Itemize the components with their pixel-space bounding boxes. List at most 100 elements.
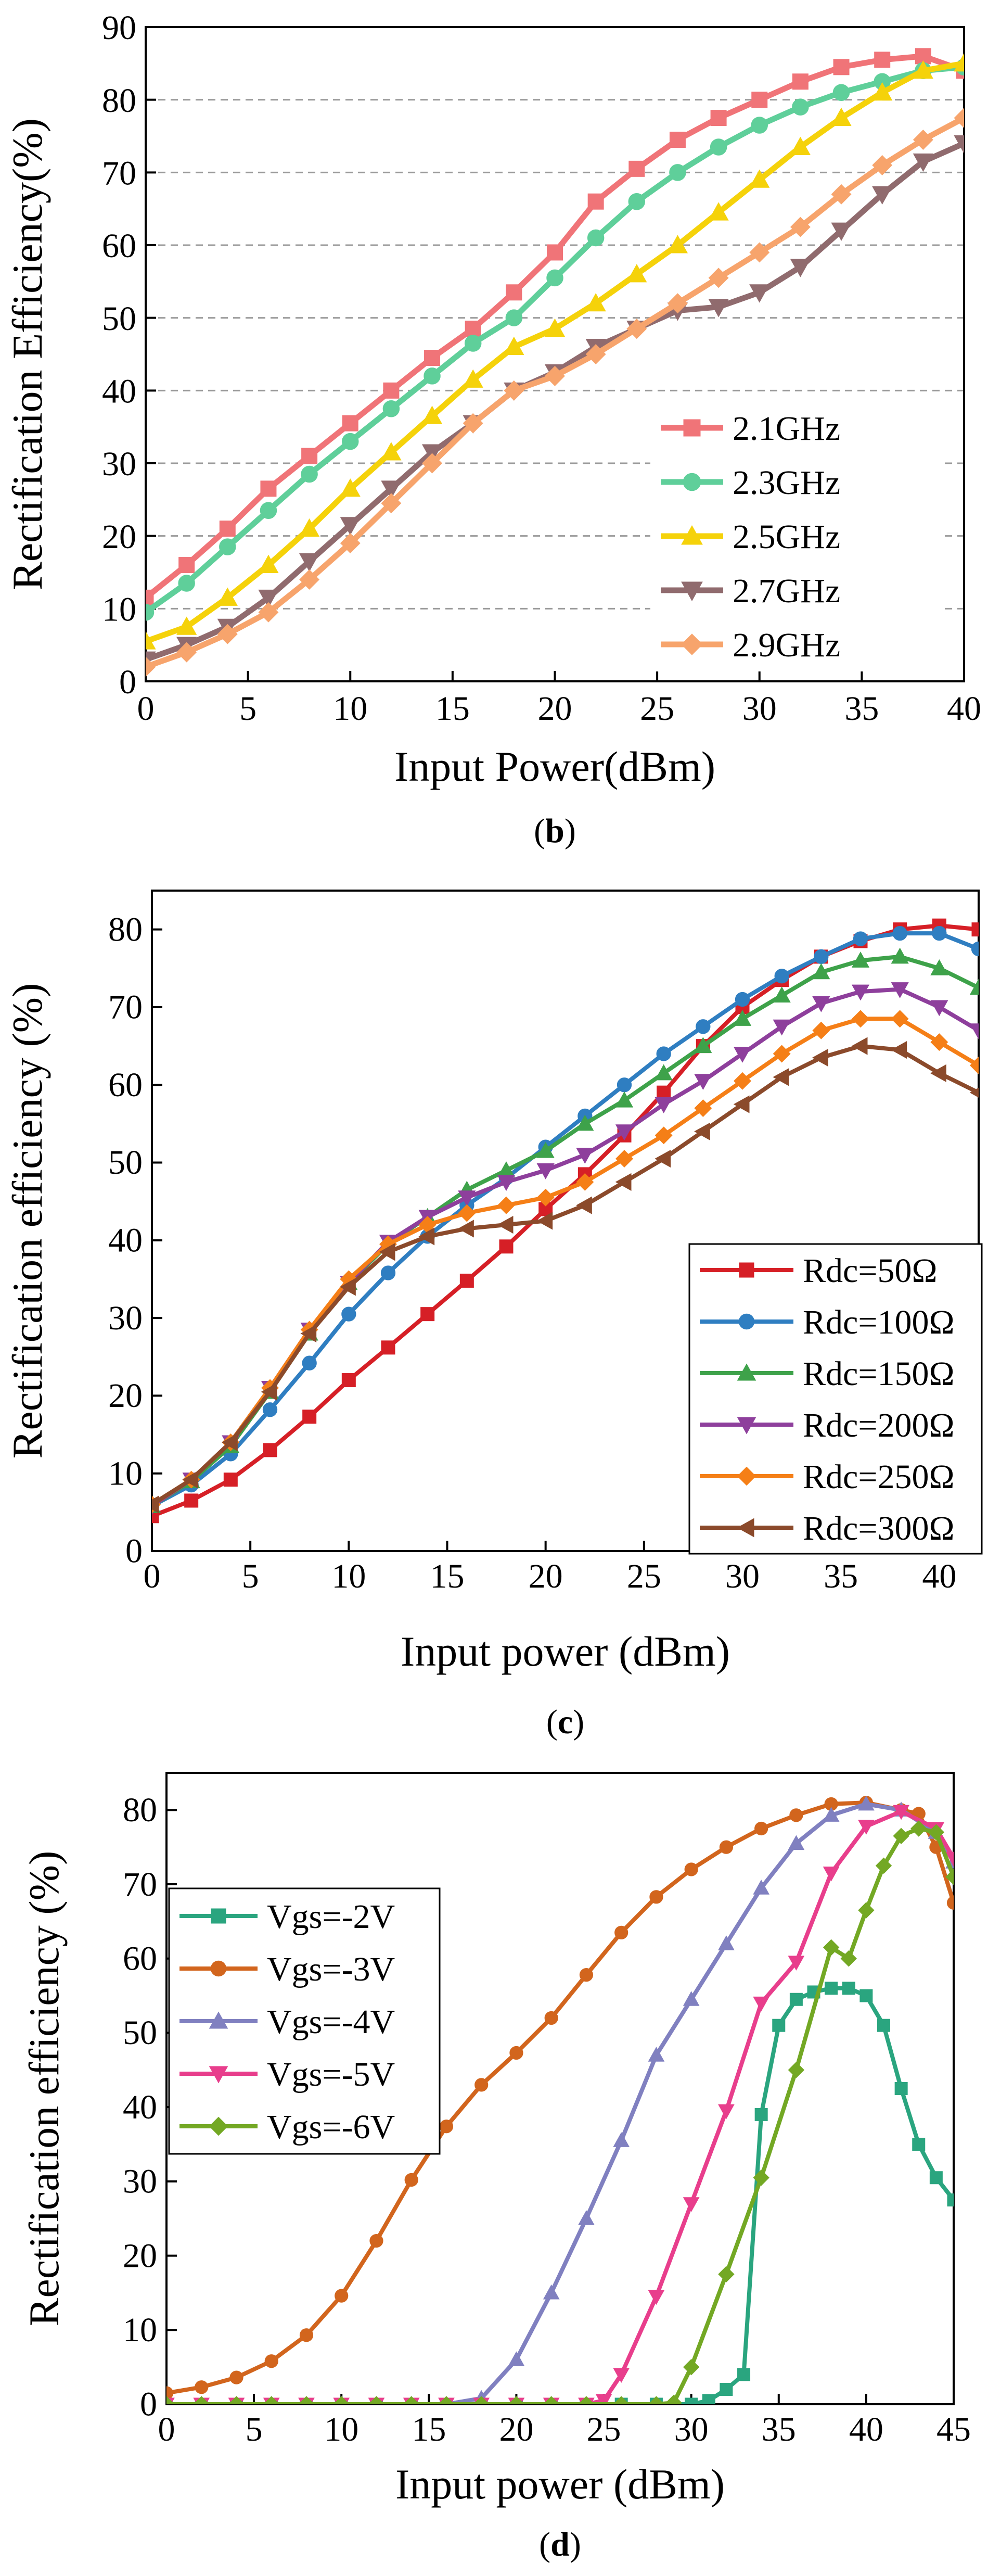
y-tick-label: 60: [108, 1066, 143, 1104]
data-point: [264, 2354, 278, 2368]
data-point: [733, 1047, 752, 1063]
data-point: [954, 53, 964, 72]
y-tick-label: 0: [140, 2385, 157, 2423]
legend-label: 2.3GHz: [733, 464, 840, 502]
data-point: [302, 1410, 317, 1424]
data-point: [823, 1867, 840, 1882]
data-point: [669, 164, 686, 181]
data-point: [258, 589, 279, 608]
data-point: [299, 518, 320, 537]
panel-label: (c): [546, 1703, 584, 1741]
data-point: [298, 2396, 315, 2404]
y-tick-label: 40: [102, 372, 136, 410]
y-tick-label: 50: [108, 1144, 143, 1182]
data-point: [536, 1212, 553, 1230]
data-point: [773, 986, 791, 1003]
data-point: [404, 2173, 418, 2187]
data-point: [543, 2396, 560, 2404]
legend-label: Vgs=-5V: [267, 2055, 395, 2093]
x-tick-label: 35: [844, 690, 879, 728]
data-point: [544, 318, 566, 337]
data-point: [229, 2370, 243, 2384]
data-point: [381, 1340, 395, 1355]
data-point: [853, 931, 868, 946]
data-point: [648, 2396, 665, 2404]
legend-item-vgs-5v: Vgs=-5V: [179, 2055, 395, 2093]
data-point: [301, 465, 318, 483]
data-point: [874, 52, 891, 68]
data-point: [497, 1196, 515, 1214]
data-point: [379, 1243, 395, 1261]
legend-marker: [737, 1518, 754, 1538]
data-point: [749, 284, 770, 303]
data-point: [655, 1097, 673, 1113]
data-point: [694, 1122, 710, 1140]
data-point: [219, 538, 236, 555]
data-point: [340, 478, 361, 497]
legend-item-2-7ghz: 2.7GHz: [661, 572, 840, 610]
data-point: [859, 1989, 873, 2002]
data-point: [872, 186, 893, 205]
data-point: [182, 1470, 199, 1489]
data-point: [823, 1807, 840, 1822]
data-point: [613, 2368, 630, 2383]
data-point: [790, 217, 811, 237]
data-point: [615, 1124, 634, 1141]
data-point: [614, 1925, 628, 1939]
legend-label: 2.5GHz: [733, 518, 840, 556]
data-point: [176, 616, 197, 635]
y-tick-label: 90: [102, 9, 136, 47]
panel-label-letter: d: [550, 2526, 570, 2564]
legend-label: Vgs=-4V: [267, 2003, 395, 2041]
data-point: [340, 517, 361, 536]
data-point: [146, 631, 156, 650]
x-tick-label: 5: [242, 1557, 259, 1595]
data-point: [497, 1175, 516, 1191]
data-point: [831, 184, 852, 205]
x-tick-label: 45: [936, 2410, 971, 2448]
data-point: [893, 1805, 909, 1820]
data-point: [735, 992, 750, 1007]
x-tick-label: 0: [158, 2410, 175, 2448]
data-point: [912, 2138, 926, 2151]
data-point: [260, 480, 277, 497]
x-axis: 0 5 10 15 20 25 30 35 40 45: [158, 2394, 971, 2448]
data-point: [773, 1068, 789, 1086]
x-tick-label: 15: [435, 690, 470, 728]
y-tick-label: 70: [123, 1866, 157, 1904]
data-point: [910, 1820, 927, 1837]
legend-item-rdc-200: Rdc=200Ω: [700, 1406, 955, 1444]
y-axis-title: Rectification efficiency (%): [4, 983, 51, 1459]
data-point: [667, 235, 688, 253]
series-line: [166, 1801, 954, 2404]
panel-label: (d): [539, 2526, 581, 2564]
data-point: [578, 2396, 595, 2404]
data-point: [576, 1173, 594, 1191]
x-tick-label: 40: [849, 2410, 883, 2448]
data-point: [497, 1215, 514, 1234]
data-point: [341, 1373, 356, 1388]
y-axis: 0 10 20 30 40 50 60 70 80: [123, 1791, 177, 2423]
data-point: [263, 1443, 277, 1457]
series-2-9ghz: [146, 108, 964, 677]
data-point: [702, 2394, 715, 2404]
legend-item-2-1ghz: 2.1GHz: [661, 410, 840, 448]
data-point: [823, 1939, 840, 1956]
data-point: [648, 2290, 665, 2305]
legend-marker: [681, 633, 703, 655]
data-point: [403, 2396, 420, 2404]
data-point: [300, 1324, 317, 1343]
x-tick-label: 30: [725, 1557, 760, 1595]
panel-label-letter: c: [558, 1703, 573, 1741]
data-point: [418, 1227, 435, 1246]
legend: 2.1GHz 2.3GHz 2.5GHz 2.7GHz 2.9GHz: [650, 401, 942, 671]
data-point: [825, 1982, 838, 1995]
legend-item-rdc-50: Rdc=50Ω: [700, 1252, 938, 1290]
data-point: [458, 1220, 474, 1238]
data-point: [753, 1996, 770, 2012]
y-tick-label: 70: [108, 988, 143, 1026]
y-tick-label: 40: [108, 1222, 143, 1260]
y-axis-title: Rectification Efficiency(%): [4, 118, 51, 590]
data-point: [628, 160, 645, 177]
data-point: [894, 2082, 908, 2095]
